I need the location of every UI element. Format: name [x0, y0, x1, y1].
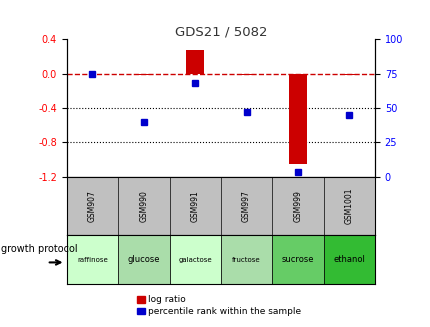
Bar — [67, 235, 118, 284]
Text: GSM991: GSM991 — [190, 190, 199, 222]
Text: GSM997: GSM997 — [242, 190, 251, 222]
Bar — [323, 235, 374, 284]
Bar — [237, 74, 255, 75]
Bar — [169, 235, 220, 284]
Bar — [118, 235, 169, 284]
Text: raffinose: raffinose — [77, 257, 108, 263]
Text: GSM999: GSM999 — [293, 190, 302, 222]
Bar — [340, 74, 357, 75]
Text: galactose: galactose — [178, 257, 212, 263]
Title: GDS21 / 5082: GDS21 / 5082 — [174, 25, 267, 38]
Bar — [135, 74, 153, 75]
Text: sucrose: sucrose — [281, 255, 313, 265]
Text: GSM1001: GSM1001 — [344, 188, 353, 224]
Bar — [272, 235, 323, 284]
Text: ethanol: ethanol — [332, 255, 364, 265]
Legend: log ratio, percentile rank within the sample: log ratio, percentile rank within the sa… — [133, 292, 304, 320]
Text: GSM907: GSM907 — [88, 190, 97, 222]
Bar — [220, 235, 272, 284]
Text: growth protocol: growth protocol — [1, 244, 78, 254]
Bar — [186, 49, 204, 74]
Text: fructose: fructose — [232, 257, 260, 263]
Text: GSM990: GSM990 — [139, 190, 148, 222]
Text: glucose: glucose — [127, 255, 160, 265]
Bar — [288, 74, 306, 164]
